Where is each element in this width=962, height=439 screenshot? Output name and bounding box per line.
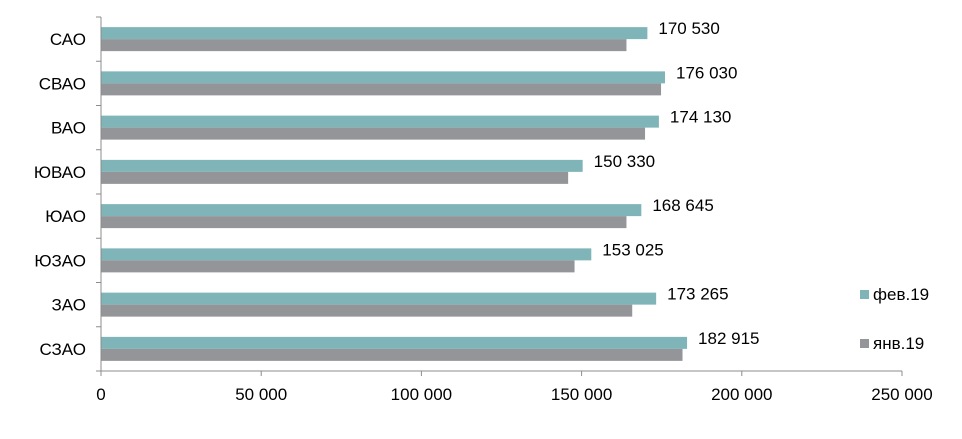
legend-swatch bbox=[860, 339, 869, 348]
x-tick-label: 0 bbox=[96, 385, 105, 404]
category-label: САО bbox=[50, 30, 86, 49]
data-label: 182 915 bbox=[698, 329, 759, 348]
bar-jan-7 bbox=[101, 348, 683, 361]
legend-label: фев.19 bbox=[873, 285, 929, 304]
bar-jan-3 bbox=[101, 171, 569, 184]
x-tick-label: 100 000 bbox=[391, 385, 452, 404]
x-tick-label: 200 000 bbox=[711, 385, 772, 404]
data-label: 153 025 bbox=[602, 240, 663, 259]
category-label: СВАО bbox=[39, 74, 86, 93]
bar-jan-6 bbox=[101, 304, 633, 317]
data-label: 176 030 bbox=[676, 63, 737, 82]
data-label: 174 130 bbox=[670, 108, 731, 127]
category-label: СЗАО bbox=[39, 340, 86, 359]
bar-jan-4 bbox=[101, 216, 627, 229]
bar-jan-2 bbox=[101, 127, 646, 140]
bar-feb-5 bbox=[101, 248, 592, 261]
bar-feb-4 bbox=[101, 204, 642, 217]
bar-jan-1 bbox=[101, 83, 662, 96]
bar-feb-0 bbox=[101, 27, 648, 40]
legend-swatch bbox=[860, 290, 869, 299]
data-label: 170 530 bbox=[658, 19, 719, 38]
bar-feb-7 bbox=[101, 336, 688, 349]
data-label: 150 330 bbox=[594, 152, 655, 171]
x-tick-label: 250 000 bbox=[871, 385, 932, 404]
data-label: 168 645 bbox=[652, 196, 713, 215]
bar-jan-0 bbox=[101, 39, 627, 52]
bar-feb-6 bbox=[101, 292, 657, 305]
bar-jan-5 bbox=[101, 260, 575, 273]
bar-feb-1 bbox=[101, 71, 666, 84]
x-tick-label: 50 000 bbox=[235, 385, 287, 404]
bar-feb-3 bbox=[101, 159, 583, 172]
category-label: ЮАО bbox=[45, 207, 86, 226]
x-tick-label: 150 000 bbox=[551, 385, 612, 404]
category-label: ВАО bbox=[51, 119, 86, 138]
data-label: 173 265 bbox=[667, 285, 728, 304]
bar-feb-2 bbox=[101, 115, 659, 128]
category-label: ЮЗАО bbox=[34, 251, 86, 270]
legend-label: янв.19 bbox=[873, 334, 924, 353]
category-label: ЗАО bbox=[52, 296, 86, 315]
category-label: ЮВАО bbox=[34, 163, 86, 182]
